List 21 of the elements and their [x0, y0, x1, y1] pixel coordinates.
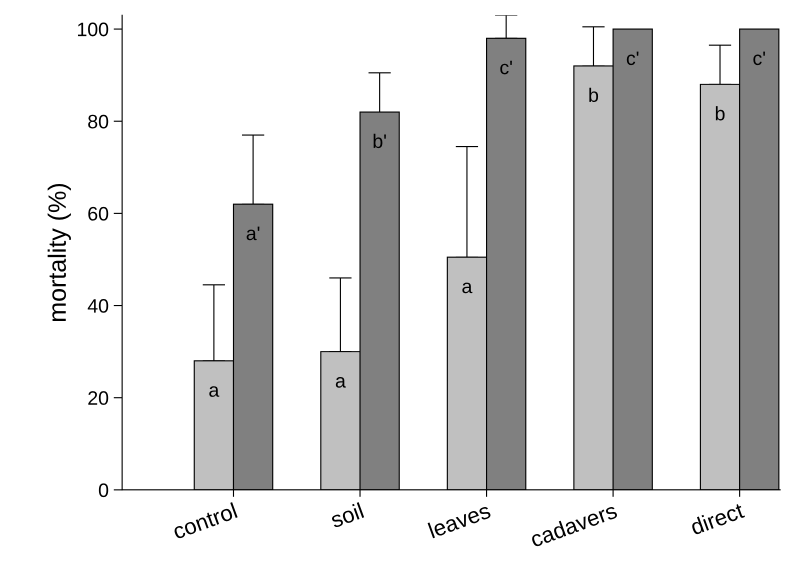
x-tick-label: leaves	[428, 502, 492, 538]
data-label: b'	[374, 134, 386, 148]
data-label: c'	[500, 60, 512, 74]
y-tick-label: 0	[98, 483, 108, 498]
data-label: a	[336, 377, 346, 388]
y-tick-label: 80	[88, 114, 108, 128]
data-label: c'	[626, 52, 638, 66]
y-axis-title: mortality (%)	[48, 184, 71, 322]
y-tick-label: 20	[88, 391, 108, 405]
y-tick-label: 40	[88, 299, 108, 313]
data-label: b	[716, 106, 725, 120]
data-label: a	[209, 386, 220, 397]
data-label: a'	[246, 226, 260, 240]
x-tick-label: direct	[689, 502, 746, 536]
y-tick-label: 60	[88, 206, 108, 221]
data-label: c'	[753, 52, 765, 66]
data-label: a	[462, 282, 472, 294]
x-tick-label: control	[172, 502, 238, 540]
x-tick-label: soil	[329, 502, 364, 528]
y-tick-label: 100	[78, 22, 108, 36]
data-label: b	[589, 88, 598, 102]
